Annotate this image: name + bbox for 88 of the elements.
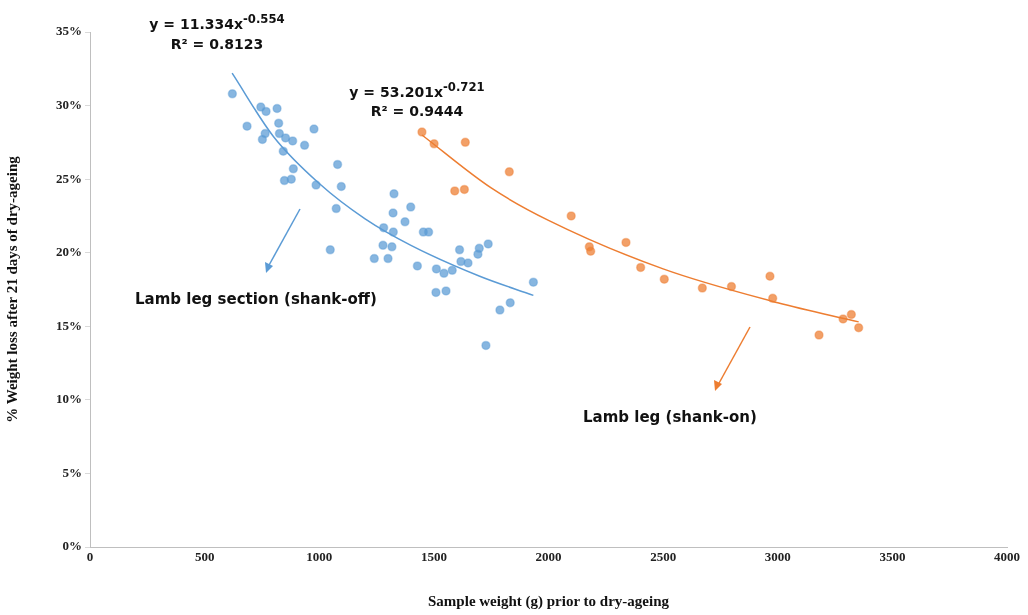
point bbox=[388, 227, 399, 237]
point bbox=[431, 264, 442, 274]
point bbox=[441, 286, 451, 296]
point bbox=[483, 239, 493, 249]
point bbox=[378, 222, 389, 233]
x-tick-label: 1000 bbox=[306, 549, 333, 565]
point bbox=[528, 277, 539, 287]
point bbox=[659, 274, 670, 284]
point bbox=[449, 186, 460, 196]
x-tick-label: 3500 bbox=[879, 549, 906, 565]
point bbox=[388, 208, 398, 218]
point bbox=[278, 146, 289, 156]
point bbox=[697, 283, 708, 293]
point bbox=[838, 314, 848, 324]
point bbox=[439, 268, 449, 279]
point bbox=[621, 237, 631, 248]
point bbox=[257, 134, 268, 145]
x-axis-title: Sample weight (g) prior to dry-ageing bbox=[428, 592, 670, 610]
point bbox=[585, 246, 596, 256]
annotation: R² = 0.9444 bbox=[370, 103, 464, 119]
point bbox=[431, 287, 441, 298]
point bbox=[767, 293, 778, 304]
point bbox=[460, 137, 471, 148]
point bbox=[272, 103, 282, 114]
y-tick-label: 30% bbox=[56, 96, 82, 112]
point bbox=[286, 174, 297, 184]
x-tick-label: 2500 bbox=[650, 549, 677, 565]
point bbox=[423, 227, 434, 237]
point bbox=[378, 240, 388, 251]
annotation: y = 53.201x$^{-0.721}$ bbox=[349, 80, 485, 100]
point bbox=[454, 245, 465, 255]
point bbox=[846, 309, 857, 320]
point bbox=[566, 211, 576, 221]
point bbox=[273, 118, 284, 128]
point bbox=[299, 140, 310, 151]
point bbox=[635, 262, 646, 273]
point bbox=[459, 184, 470, 195]
point bbox=[332, 159, 343, 170]
point bbox=[447, 265, 457, 276]
point bbox=[481, 340, 491, 351]
point bbox=[331, 203, 341, 214]
point bbox=[505, 297, 515, 308]
point bbox=[463, 258, 473, 268]
point bbox=[280, 133, 291, 143]
point bbox=[242, 121, 252, 131]
point bbox=[274, 128, 285, 139]
y-tick-label: 25% bbox=[56, 170, 82, 186]
point bbox=[814, 330, 824, 340]
y-tick-label: 20% bbox=[56, 244, 82, 260]
x-tick-label: 2000 bbox=[535, 549, 562, 565]
point bbox=[726, 281, 737, 292]
point bbox=[336, 181, 347, 192]
y-tick-label: 0% bbox=[62, 538, 82, 554]
point bbox=[474, 243, 485, 254]
point bbox=[261, 106, 271, 117]
point bbox=[387, 242, 397, 252]
point bbox=[765, 271, 775, 282]
point bbox=[227, 89, 238, 99]
y-axis-title: % Weight loss after 21 days of dry-ageing bbox=[3, 155, 20, 423]
x-tick-label: 3000 bbox=[764, 549, 791, 565]
point bbox=[429, 139, 439, 149]
x-tick-label: 4000 bbox=[994, 549, 1020, 565]
x-tick-label: 0 bbox=[86, 549, 94, 565]
x-tick-label: 500 bbox=[194, 549, 215, 565]
legend-label: Lamb leg section (shank-off) bbox=[135, 289, 377, 308]
point bbox=[853, 323, 864, 333]
point bbox=[495, 305, 505, 315]
legend-label: Lamb leg (shank-on) bbox=[583, 407, 757, 426]
point bbox=[417, 127, 427, 137]
point bbox=[400, 217, 410, 227]
y-tick-label: 10% bbox=[56, 391, 82, 407]
point bbox=[405, 202, 416, 212]
point bbox=[369, 253, 380, 264]
point bbox=[389, 189, 399, 199]
point bbox=[288, 164, 299, 174]
point bbox=[504, 167, 515, 177]
point bbox=[309, 124, 319, 134]
y-tick-label: 35% bbox=[56, 23, 82, 39]
point bbox=[412, 261, 423, 271]
annotation: R² = 0.8123 bbox=[170, 36, 264, 52]
x-tick-label: 1500 bbox=[420, 549, 447, 565]
y-tick-label: 5% bbox=[62, 464, 82, 480]
point bbox=[325, 245, 335, 255]
text: y = 11.334x$^{-0.554}$ bbox=[149, 12, 285, 32]
point bbox=[287, 136, 298, 146]
point bbox=[383, 253, 393, 264]
y-tick-label: 15% bbox=[56, 317, 82, 333]
point bbox=[311, 180, 321, 190]
